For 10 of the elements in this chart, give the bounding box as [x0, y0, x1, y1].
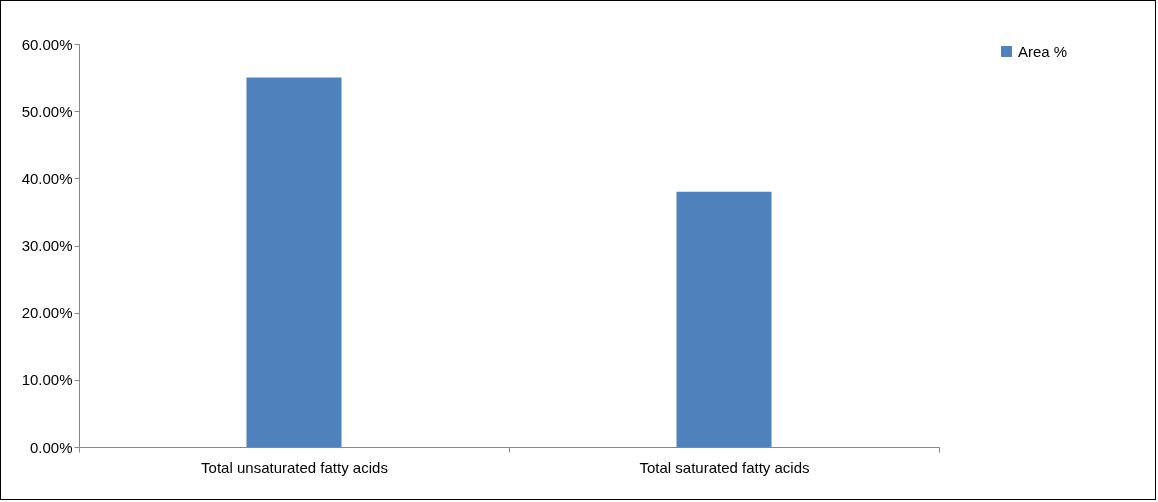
y-tick-label: 10.00%: [21, 371, 73, 389]
y-tick-label: 50.00%: [21, 102, 73, 120]
x-tick-label: Total saturated fatty acids: [639, 458, 810, 476]
legend-label: Area %: [1018, 42, 1068, 60]
y-tick-label: 0.00%: [29, 438, 73, 456]
y-tick-label: 40.00%: [21, 169, 73, 187]
y-tick-label: 20.00%: [21, 304, 73, 322]
y-tick-label: 30.00%: [21, 237, 73, 254]
x-tick-label: Total unsaturated fatty acids: [201, 458, 388, 476]
y-tick-label: 60.00%: [21, 35, 73, 53]
